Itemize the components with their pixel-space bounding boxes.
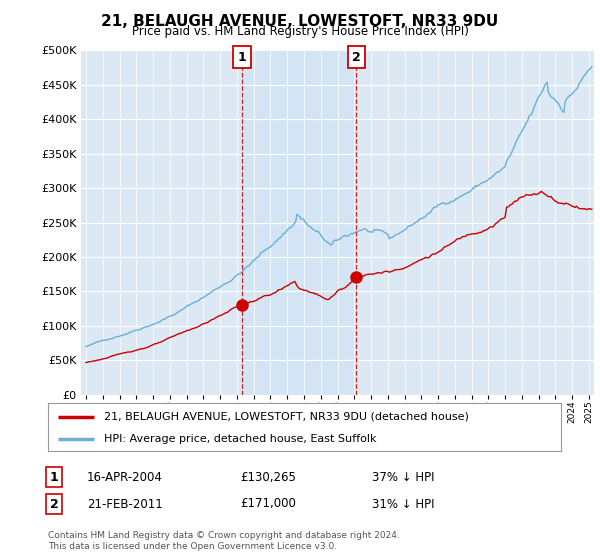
Text: 2: 2 [352,51,361,64]
Text: 21, BELAUGH AVENUE, LOWESTOFT, NR33 9DU: 21, BELAUGH AVENUE, LOWESTOFT, NR33 9DU [101,14,499,29]
Text: 1: 1 [50,470,58,484]
Text: This data is licensed under the Open Government Licence v3.0.: This data is licensed under the Open Gov… [48,542,337,550]
Text: 1: 1 [238,51,246,64]
Text: 21, BELAUGH AVENUE, LOWESTOFT, NR33 9DU (detached house): 21, BELAUGH AVENUE, LOWESTOFT, NR33 9DU … [104,412,469,422]
Text: 2: 2 [50,497,58,511]
Text: £171,000: £171,000 [240,497,296,511]
Text: 31% ↓ HPI: 31% ↓ HPI [372,497,434,511]
Text: HPI: Average price, detached house, East Suffolk: HPI: Average price, detached house, East… [104,434,377,444]
Text: 21-FEB-2011: 21-FEB-2011 [87,497,163,511]
Text: Contains HM Land Registry data © Crown copyright and database right 2024.: Contains HM Land Registry data © Crown c… [48,531,400,540]
Text: 37% ↓ HPI: 37% ↓ HPI [372,470,434,484]
Bar [242,50,356,395]
Text: 16-APR-2004: 16-APR-2004 [87,470,163,484]
Text: £130,265: £130,265 [240,470,296,484]
Text: Price paid vs. HM Land Registry's House Price Index (HPI): Price paid vs. HM Land Registry's House … [131,25,469,38]
